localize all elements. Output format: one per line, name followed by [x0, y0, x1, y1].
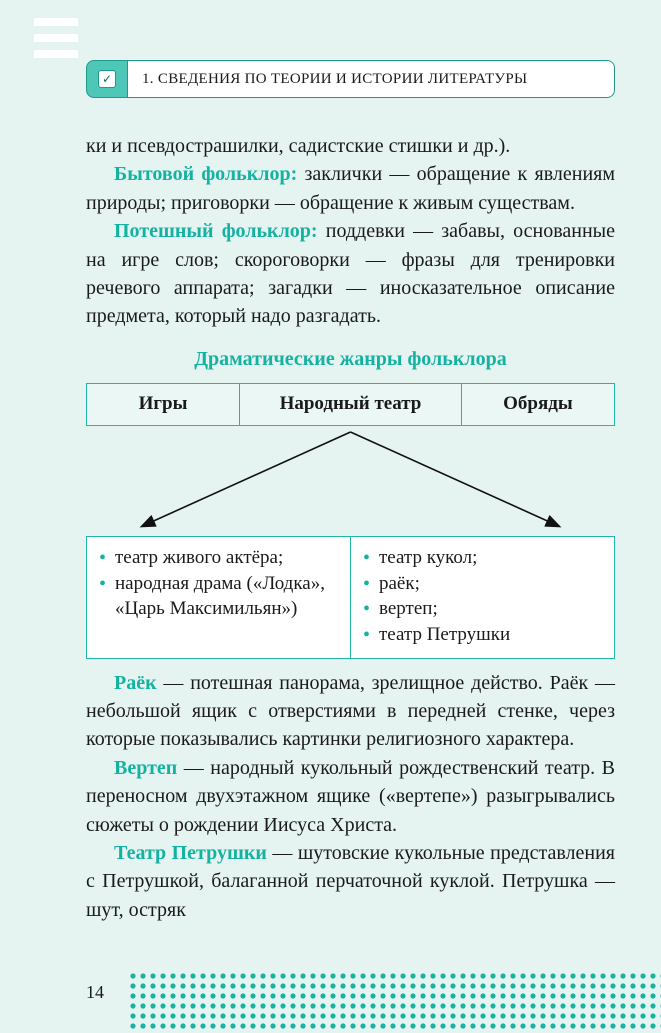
check-icon: ✓	[98, 70, 116, 88]
cell-obryady: Обряды	[461, 384, 614, 426]
term-bytovoy: Бытовой фольклор:	[114, 163, 297, 185]
cell-igry: Игры	[87, 384, 240, 426]
page: ✓ 1. СВЕДЕНИЯ ПО ТЕОРИИ И ИСТОРИИ ЛИТЕРА…	[0, 0, 661, 1033]
list-item: вертеп;	[361, 596, 604, 622]
paragraph-bytovoy: Бытовой фольклор: заклички — обращение к…	[86, 160, 615, 217]
term-poteshny: Потешный фольклор:	[114, 220, 318, 242]
table-row: Игры Народный театр Обряды	[87, 384, 615, 426]
term-vertep: Вертеп	[114, 757, 177, 779]
genres-header-table: Игры Народный театр Обряды	[86, 383, 615, 426]
decorative-dots	[130, 973, 661, 1033]
list-item: театр кукол;	[361, 545, 604, 571]
paragraph-rayok: Раёк — потешная панорама, зрелищное дейс…	[86, 669, 615, 754]
check-glyph: ✓	[102, 72, 112, 87]
page-content: ки и псевдострашилки, садистские стишки …	[86, 132, 615, 924]
text-rayok: — потешная панорама, зрелищное действо. …	[86, 672, 615, 751]
section-title: Драматические жанры фольклора	[86, 345, 615, 373]
paragraph-petrushka: Театр Петрушки — шутовские кукольные пре…	[86, 839, 615, 924]
list-item: театр живого актёра;	[97, 545, 340, 571]
page-number: 14	[86, 982, 104, 1003]
list-item: театр Петрушки	[361, 622, 604, 648]
cell-right: театр кукол; раёк; вертеп; театр Петрушк…	[351, 537, 615, 659]
paragraph-vertep: Вертеп — народный кукольный рождественск…	[86, 754, 615, 839]
term-rayok: Раёк	[114, 672, 157, 694]
cell-left: театр живого актёра; народная драма («Ло…	[87, 537, 351, 659]
paragraph-continuation: ки и псевдострашилки, садистские стишки …	[86, 132, 615, 160]
chapter-title: 1. СВЕДЕНИЯ ПО ТЕОРИИ И ИСТОРИИ ЛИТЕРАТУ…	[128, 60, 615, 98]
genres-detail-table: театр живого актёра; народная драма («Ло…	[86, 536, 615, 659]
list-right: театр кукол; раёк; вертеп; театр Петрушк…	[361, 545, 604, 648]
table-row: театр живого актёра; народная драма («Ло…	[87, 537, 615, 659]
list-item: раёк;	[361, 571, 604, 597]
arrows-svg	[86, 426, 615, 536]
cell-narodny-teatr: Народный театр	[240, 384, 462, 426]
term-petrushka: Театр Петрушки	[114, 842, 267, 864]
decorative-stripes	[34, 18, 78, 66]
chapter-header: ✓ 1. СВЕДЕНИЯ ПО ТЕОРИИ И ИСТОРИИ ЛИТЕРА…	[86, 60, 615, 98]
list-left: театр живого актёра; народная драма («Ло…	[97, 545, 340, 622]
header-check-box: ✓	[86, 60, 128, 98]
paragraph-poteshny: Потешный фольклор: поддевки — забавы, ос…	[86, 217, 615, 331]
diagram-arrows	[86, 426, 615, 536]
list-item: народная драма («Лодка», «Царь Максимиль…	[97, 571, 340, 622]
